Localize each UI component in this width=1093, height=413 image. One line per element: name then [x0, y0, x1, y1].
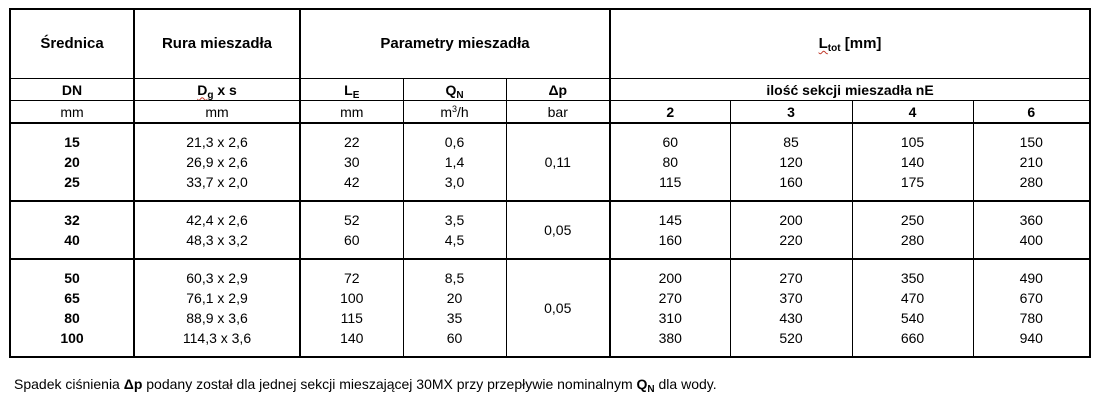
cell-dn: 32 40 — [9, 200, 135, 260]
unit-le: mm — [299, 100, 404, 124]
cell-dgs: 60,3 x 2,9 76,1 x 2,9 88,9 x 3,6 114,3 x 3,… — [133, 258, 301, 358]
header-ltot: Ltot [mm] — [609, 8, 1091, 79]
cell-qn: 8,5 20 35 60 — [402, 258, 507, 358]
sekcje-6: 6 — [972, 100, 1091, 124]
header-sekcje: ilość sekcji mieszadła nE — [609, 78, 1091, 101]
mixer-spec-table: Średnica Rura mieszadła Parametry miesza… — [9, 8, 1092, 358]
cell-le: 52 60 — [299, 200, 404, 260]
header-qn: QN — [402, 78, 507, 101]
cell-l6: 150 210 280 — [972, 122, 1091, 202]
cell-dp: 0,05 — [505, 200, 611, 260]
cell-l3: 85 120 160 — [729, 122, 853, 202]
unit-dn: mm — [9, 100, 135, 124]
header-le: LE — [299, 78, 404, 101]
cell-dgs: 21,3 x 2,6 26,9 x 2,6 33,7 x 2,0 — [133, 122, 301, 202]
unit-dp: bar — [505, 100, 611, 124]
sekcje-3: 3 — [729, 100, 853, 124]
cell-dgs: 42,4 x 2,6 48,3 x 3,2 — [133, 200, 301, 260]
unit-dg: mm — [133, 100, 301, 124]
cell-dn: 50 65 80 100 — [9, 258, 135, 358]
sekcje-4: 4 — [851, 100, 974, 124]
cell-dp: 0,05 — [505, 258, 611, 358]
header-dg: Dg x s — [133, 78, 301, 101]
header-srednica: Średnica — [9, 8, 135, 79]
cell-l4: 250 280 — [851, 200, 974, 260]
group-row-1: 15 20 25 21,3 x 2,6 26,9 x 2,6 33,7 x 2,0 22… — [9, 122, 1091, 202]
footnote-dp: Δp — [123, 376, 143, 392]
unit-qn: m3/h — [402, 100, 507, 124]
cell-l4: 350 470 540 660 — [851, 258, 974, 358]
cell-l2: 145 160 — [609, 200, 731, 260]
cell-qn: 0,6 1,4 3,0 — [402, 122, 507, 202]
sekcje-2: 2 — [609, 100, 731, 124]
footnote: Spadek ciśnienia Δp podany został dla je… — [14, 376, 717, 395]
cell-le: 72 100 115 140 — [299, 258, 404, 358]
header-dn: DN — [9, 78, 135, 101]
header-parametry: Parametry mieszadła — [299, 8, 611, 79]
cell-le: 22 30 42 — [299, 122, 404, 202]
footnote-qn: QN — [636, 376, 655, 395]
cell-l2: 200 270 310 380 — [609, 258, 731, 358]
cell-l4: 105 140 175 — [851, 122, 974, 202]
group-row-2: 32 40 42,4 x 2,6 48,3 x 3,2 52 60 3,5 4,5 0,… — [9, 200, 1091, 260]
cell-l3: 200 220 — [729, 200, 853, 260]
header-dp: Δp — [505, 78, 611, 101]
header-row-titles: Średnica Rura mieszadła Parametry miesza… — [9, 8, 1091, 79]
cell-qn: 3,5 4,5 — [402, 200, 507, 260]
cell-dp: 0,11 — [505, 122, 611, 202]
cell-l6: 490 670 780 940 — [972, 258, 1091, 358]
header-row-units: mm mm mm m3/h bar 2 3 4 6 — [9, 100, 1091, 124]
header-row-symbols: DN Dg x s LE QN Δp ilość sekcji mieszadł… — [9, 78, 1091, 101]
cell-l3: 270 370 430 520 — [729, 258, 853, 358]
group-row-3: 50 65 80 100 60,3 x 2,9 76,1 x 2,9 88,9 x 3,6… — [9, 258, 1091, 358]
spec-table-wrapper: Średnica Rura mieszadła Parametry miesza… — [9, 8, 1092, 358]
cell-l6: 360 400 — [972, 200, 1091, 260]
cell-dn: 15 20 25 — [9, 122, 135, 202]
cell-l2: 60 80 115 — [609, 122, 731, 202]
header-rura: Rura mieszadła — [133, 8, 301, 79]
header-ltot-symbol: Ltot — [818, 35, 841, 54]
